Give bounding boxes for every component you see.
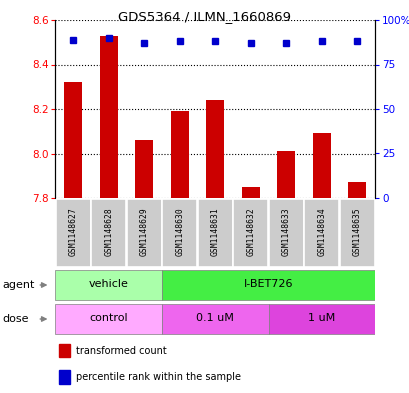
Bar — [304, 199, 338, 267]
Bar — [162, 270, 374, 300]
Text: GSM1148630: GSM1148630 — [175, 207, 184, 256]
Bar — [99, 36, 117, 198]
Text: 1 uM: 1 uM — [308, 313, 335, 323]
Text: agent: agent — [2, 280, 34, 290]
Bar — [56, 199, 90, 267]
Bar — [64, 82, 82, 198]
Text: control: control — [89, 313, 128, 323]
Text: GSM1148632: GSM1148632 — [246, 207, 255, 256]
Bar — [312, 134, 330, 198]
Text: GSM1148627: GSM1148627 — [68, 207, 77, 256]
Text: GSM1148628: GSM1148628 — [104, 207, 113, 256]
Bar — [241, 187, 259, 198]
Text: vehicle: vehicle — [88, 279, 128, 289]
Bar — [198, 199, 232, 267]
Bar — [277, 151, 294, 198]
Bar — [268, 304, 374, 334]
Text: dose: dose — [2, 314, 29, 324]
Bar — [348, 182, 365, 198]
Text: 0.1 uM: 0.1 uM — [196, 313, 234, 323]
Bar — [91, 199, 126, 267]
Bar — [55, 304, 162, 334]
Bar — [126, 199, 161, 267]
Bar — [206, 100, 224, 198]
Bar — [55, 270, 162, 300]
Text: GSM1148631: GSM1148631 — [210, 207, 219, 256]
Text: GSM1148634: GSM1148634 — [317, 207, 326, 256]
Bar — [162, 304, 268, 334]
Text: percentile rank within the sample: percentile rank within the sample — [76, 372, 240, 382]
Bar — [268, 199, 303, 267]
Bar — [171, 111, 188, 198]
Bar — [135, 140, 153, 198]
Text: GDS5364 / ILMN_1660869: GDS5364 / ILMN_1660869 — [118, 10, 291, 23]
Bar — [58, 371, 70, 384]
Bar — [339, 199, 374, 267]
Bar — [58, 344, 70, 357]
Bar — [162, 199, 197, 267]
Text: GSM1148633: GSM1148633 — [281, 207, 290, 256]
Bar — [233, 199, 267, 267]
Text: GSM1148629: GSM1148629 — [139, 207, 148, 256]
Text: transformed count: transformed count — [76, 345, 166, 356]
Text: GSM1148635: GSM1148635 — [352, 207, 361, 256]
Text: I-BET726: I-BET726 — [243, 279, 292, 289]
